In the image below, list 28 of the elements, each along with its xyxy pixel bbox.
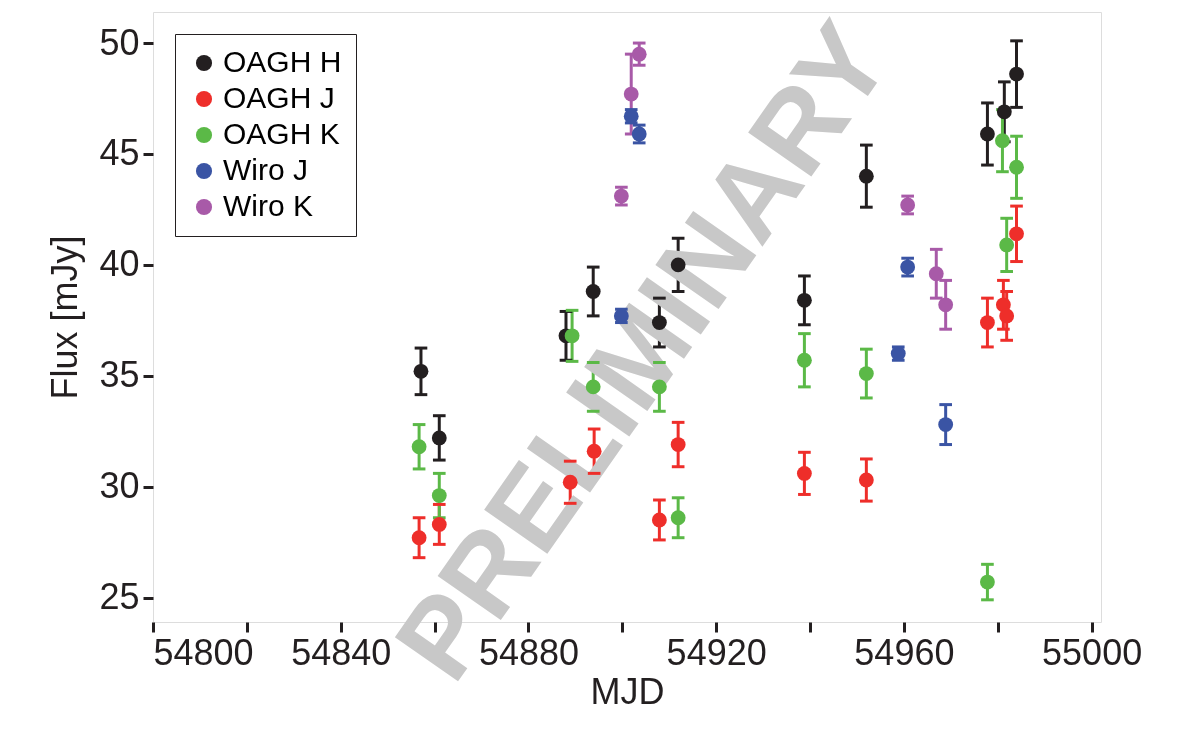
point <box>999 308 1015 324</box>
y-tick-label: 45 <box>99 132 140 174</box>
legend-label: Wiro K <box>223 189 313 222</box>
point <box>995 133 1010 149</box>
legend-label: OAGH H <box>223 45 342 78</box>
point <box>1009 226 1024 242</box>
y-tick-label: 30 <box>99 465 140 507</box>
x-tick-label: 54840 <box>291 631 392 673</box>
point <box>1009 66 1024 82</box>
y-tick-label: 35 <box>99 354 140 396</box>
y-tick-label: 25 <box>99 576 140 618</box>
legend-label: OAGH K <box>223 117 340 150</box>
point <box>999 237 1015 253</box>
y-tick-label: 40 <box>99 243 140 285</box>
y-axis-title: Flux [mJy] <box>44 235 86 400</box>
point <box>980 315 995 330</box>
y-tick-label: 50 <box>99 21 140 63</box>
legend-label: Wiro J <box>223 153 308 186</box>
point <box>996 104 1012 120</box>
legend-label: OAGH J <box>223 81 335 114</box>
point <box>928 266 944 282</box>
point <box>1009 159 1024 175</box>
x-tick-label: 55000 <box>1042 631 1143 673</box>
point <box>980 574 995 590</box>
point <box>938 297 954 313</box>
point <box>980 126 995 142</box>
point <box>938 417 954 432</box>
x-tick-label: 54800 <box>153 631 254 673</box>
